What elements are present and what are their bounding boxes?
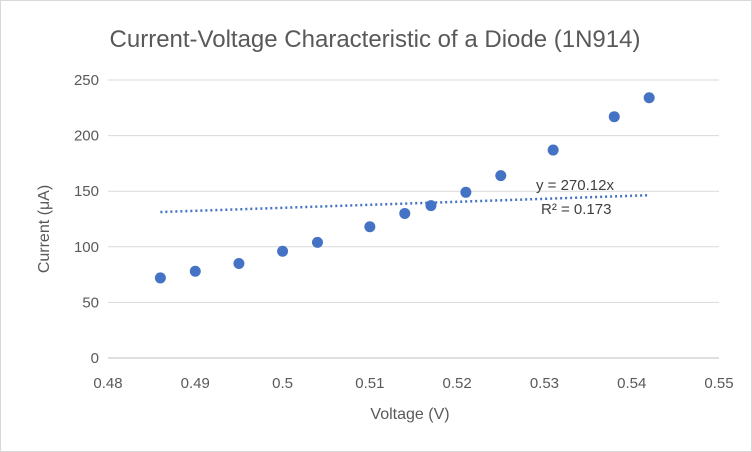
x-tick-label: 0.55 <box>704 375 733 392</box>
data-point <box>547 144 559 156</box>
trendline-equation: y = 270.12x <box>536 177 614 194</box>
data-point <box>460 186 472 198</box>
data-point <box>425 200 437 212</box>
x-tick-label: 0.52 <box>443 375 472 392</box>
data-points <box>154 92 655 284</box>
y-tick-label: 50 <box>82 294 99 311</box>
y-tick-label: 150 <box>74 183 99 200</box>
data-point <box>495 170 507 182</box>
data-point <box>154 272 166 284</box>
data-point <box>277 245 289 257</box>
data-point <box>311 236 323 248</box>
chart-title: Current-Voltage Characteristic of a Diod… <box>110 26 641 53</box>
x-tick-labels: 0.48 0.49 0.5 0.51 0.52 0.53 0.54 0.55 <box>93 375 733 392</box>
x-axis-label: Voltage (V) <box>370 406 449 423</box>
data-point <box>189 265 201 277</box>
data-point <box>233 257 245 269</box>
gridlines <box>108 79 719 303</box>
data-point <box>643 92 655 104</box>
x-tick-label: 0.5 <box>272 375 293 392</box>
data-point <box>364 221 376 233</box>
x-tick-label: 0.48 <box>93 375 122 392</box>
y-tick-labels: 0 50 100 150 200 250 <box>74 72 99 367</box>
y-tick-label: 0 <box>91 350 99 367</box>
data-point <box>399 207 411 219</box>
data-point <box>608 111 620 123</box>
x-tick-label: 0.51 <box>355 375 384 392</box>
y-tick-label: 250 <box>74 72 99 89</box>
x-tick-label: 0.49 <box>181 375 210 392</box>
y-tick-label: 100 <box>74 239 99 256</box>
x-tick-label: 0.53 <box>530 375 559 392</box>
y-tick-label: 200 <box>74 128 99 145</box>
y-axis-label: Current (μA) <box>36 185 53 273</box>
trendline-r-squared: R² = 0.173 <box>541 201 611 218</box>
trendline <box>160 193 650 214</box>
x-tick-label: 0.54 <box>617 375 646 392</box>
